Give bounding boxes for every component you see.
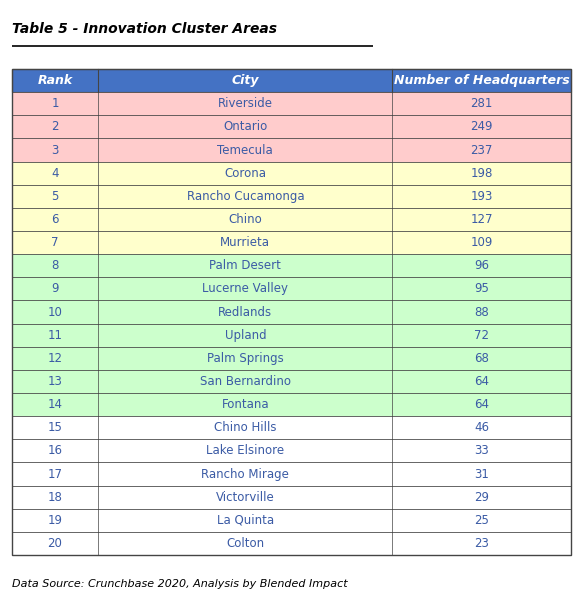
FancyBboxPatch shape <box>12 92 571 115</box>
Text: Chino Hills: Chino Hills <box>214 421 276 434</box>
FancyBboxPatch shape <box>12 139 571 161</box>
Text: Riverside: Riverside <box>218 97 273 110</box>
Text: Upland: Upland <box>224 329 266 341</box>
Text: 20: 20 <box>48 537 62 550</box>
FancyBboxPatch shape <box>12 161 571 185</box>
Text: 72: 72 <box>475 329 489 341</box>
Text: San Bernardino: San Bernardino <box>200 375 291 388</box>
Text: Palm Desert: Palm Desert <box>209 259 281 272</box>
Text: Number of Headquarters: Number of Headquarters <box>394 74 570 87</box>
Text: Table 5 - Innovation Cluster Areas: Table 5 - Innovation Cluster Areas <box>12 22 277 36</box>
Text: Fontana: Fontana <box>222 398 269 411</box>
Text: 6: 6 <box>51 213 59 226</box>
Text: 12: 12 <box>48 352 62 365</box>
Text: 19: 19 <box>48 514 62 527</box>
Text: Temecula: Temecula <box>217 143 273 157</box>
Text: Palm Springs: Palm Springs <box>207 352 284 365</box>
Text: 193: 193 <box>470 190 493 203</box>
Text: Colton: Colton <box>226 537 264 550</box>
FancyBboxPatch shape <box>12 277 571 301</box>
Text: La Quinta: La Quinta <box>217 514 274 527</box>
FancyBboxPatch shape <box>12 323 571 347</box>
Text: 25: 25 <box>475 514 489 527</box>
Text: 249: 249 <box>470 121 493 133</box>
Text: 15: 15 <box>48 421 62 434</box>
Text: 16: 16 <box>48 445 62 457</box>
Text: 2: 2 <box>51 121 59 133</box>
Text: 109: 109 <box>470 236 493 249</box>
Text: 8: 8 <box>51 259 59 272</box>
Text: 9: 9 <box>51 283 59 295</box>
Text: 95: 95 <box>475 283 489 295</box>
Text: Lucerne Valley: Lucerne Valley <box>202 283 289 295</box>
Text: 10: 10 <box>48 305 62 319</box>
Text: 17: 17 <box>48 467 62 481</box>
FancyBboxPatch shape <box>12 509 571 532</box>
Text: Rancho Mirage: Rancho Mirage <box>201 467 289 481</box>
Text: Ontario: Ontario <box>223 121 268 133</box>
FancyBboxPatch shape <box>12 532 571 555</box>
FancyBboxPatch shape <box>12 301 571 323</box>
Text: 4: 4 <box>51 167 59 179</box>
Text: 64: 64 <box>475 398 489 411</box>
Text: Data Source: Crunchbase 2020, Analysis by Blended Impact: Data Source: Crunchbase 2020, Analysis b… <box>12 579 347 589</box>
Text: Chino: Chino <box>229 213 262 226</box>
Text: 31: 31 <box>475 467 489 481</box>
Text: Rancho Cucamonga: Rancho Cucamonga <box>187 190 304 203</box>
Text: 18: 18 <box>48 491 62 503</box>
Text: Corona: Corona <box>224 167 266 179</box>
Text: 88: 88 <box>475 305 489 319</box>
Text: 1: 1 <box>51 97 59 110</box>
Text: 68: 68 <box>475 352 489 365</box>
Text: 96: 96 <box>475 259 489 272</box>
Text: 7: 7 <box>51 236 59 249</box>
Text: Redlands: Redlands <box>218 305 272 319</box>
Text: 14: 14 <box>48 398 62 411</box>
FancyBboxPatch shape <box>12 208 571 231</box>
Text: 46: 46 <box>475 421 489 434</box>
Text: Lake Elsinore: Lake Elsinore <box>206 445 285 457</box>
FancyBboxPatch shape <box>12 393 571 416</box>
FancyBboxPatch shape <box>12 185 571 208</box>
Text: 29: 29 <box>475 491 489 503</box>
Text: 3: 3 <box>51 143 59 157</box>
Text: 11: 11 <box>48 329 62 341</box>
FancyBboxPatch shape <box>12 416 571 439</box>
FancyBboxPatch shape <box>12 69 571 92</box>
FancyBboxPatch shape <box>12 439 571 463</box>
Text: Victorville: Victorville <box>216 491 275 503</box>
Text: 23: 23 <box>475 537 489 550</box>
FancyBboxPatch shape <box>12 485 571 509</box>
Text: 127: 127 <box>470 213 493 226</box>
FancyBboxPatch shape <box>12 115 571 139</box>
Text: 198: 198 <box>470 167 493 179</box>
Text: 281: 281 <box>470 97 493 110</box>
FancyBboxPatch shape <box>12 370 571 393</box>
Text: Murrieta: Murrieta <box>220 236 271 249</box>
Text: 13: 13 <box>48 375 62 388</box>
FancyBboxPatch shape <box>12 347 571 370</box>
Text: 5: 5 <box>51 190 59 203</box>
FancyBboxPatch shape <box>12 231 571 254</box>
Text: 33: 33 <box>475 445 489 457</box>
FancyBboxPatch shape <box>12 463 571 485</box>
Text: Rank: Rank <box>37 74 73 87</box>
FancyBboxPatch shape <box>12 254 571 277</box>
Text: 64: 64 <box>475 375 489 388</box>
Text: 237: 237 <box>470 143 493 157</box>
Text: City: City <box>231 74 259 87</box>
